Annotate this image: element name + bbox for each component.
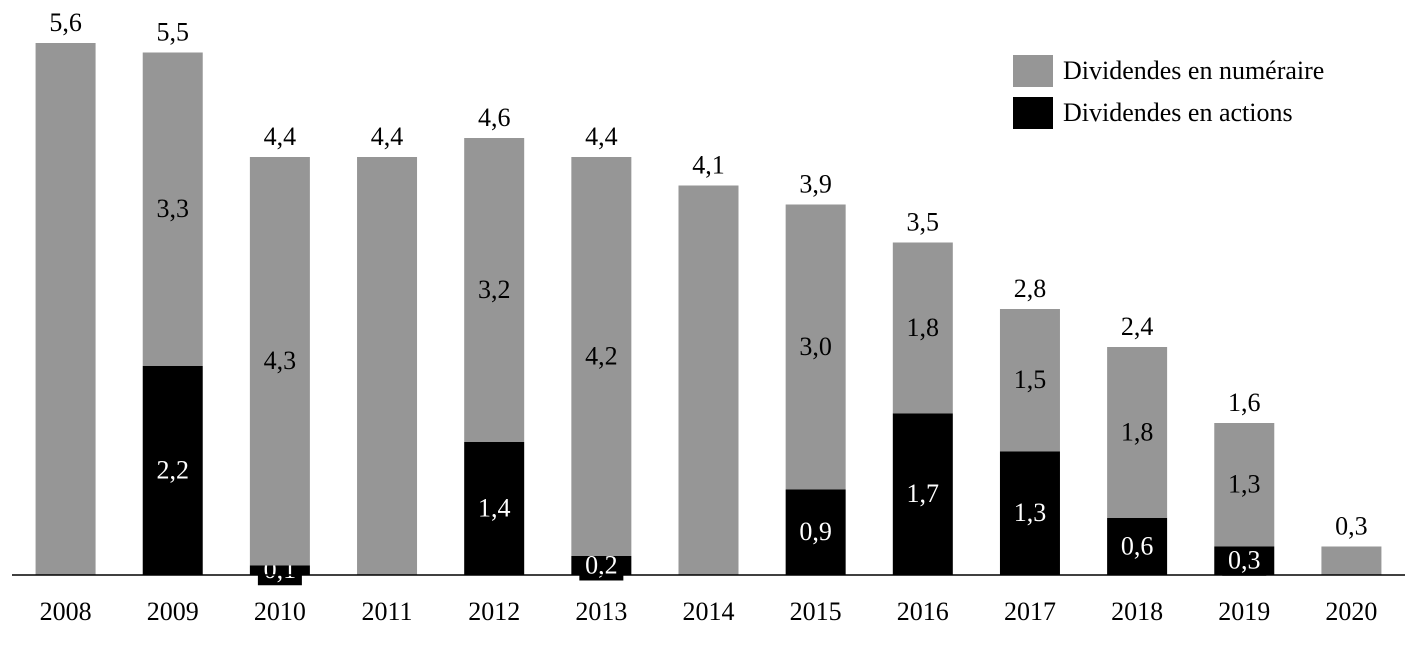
x-tick-label: 2011 <box>362 597 413 626</box>
bar-segment <box>35 43 96 575</box>
legend-swatch <box>1013 97 1053 129</box>
total-label: 1,6 <box>1228 388 1261 417</box>
value-label: 3,2 <box>478 275 511 304</box>
total-label: 4,4 <box>371 122 404 151</box>
bar-segment <box>785 489 846 575</box>
x-tick-label: 2014 <box>683 597 735 626</box>
bar-segment <box>1107 518 1168 575</box>
value-label: 4,2 <box>585 341 618 370</box>
x-tick-label: 2017 <box>1004 597 1056 626</box>
x-tick-label: 2009 <box>147 597 199 626</box>
x-tick-label: 2013 <box>575 597 627 626</box>
bar-segment <box>142 366 203 575</box>
bar-segment <box>357 157 418 575</box>
bar-segment <box>571 157 632 556</box>
x-tick-label: 2008 <box>40 597 92 626</box>
value-label: 3,3 <box>156 194 189 223</box>
total-label: 5,6 <box>49 8 82 37</box>
label-box <box>1222 545 1267 576</box>
x-tick-label: 2012 <box>468 597 520 626</box>
bar-segment <box>1107 347 1168 518</box>
x-tick-label: 2019 <box>1218 597 1270 626</box>
value-label: 0,6 <box>1121 531 1154 560</box>
value-label: 1,3 <box>1014 498 1047 527</box>
value-label: 1,5 <box>1014 365 1047 394</box>
total-label: 3,5 <box>907 207 940 236</box>
value-label: 3,0 <box>799 332 832 361</box>
total-label: 2,4 <box>1121 312 1154 341</box>
total-label: 4,6 <box>478 103 511 132</box>
value-label: 0,9 <box>799 517 832 546</box>
total-label: 3,9 <box>799 169 832 198</box>
bar-segment <box>1321 546 1382 575</box>
total-label: 4,4 <box>585 122 618 151</box>
bar-segment <box>999 309 1060 452</box>
value-label: 1,3 <box>1228 470 1261 499</box>
total-label: 2,8 <box>1014 274 1047 303</box>
total-label: 4,4 <box>264 122 297 151</box>
value-label: 2,2 <box>156 455 189 484</box>
value-label: 1,4 <box>478 493 511 522</box>
bar-segment <box>999 451 1060 575</box>
bar-segment <box>142 52 203 366</box>
value-label: 1,8 <box>907 313 940 342</box>
bar-segment <box>892 413 953 575</box>
x-tick-label: 2015 <box>790 597 842 626</box>
total-label: 4,1 <box>692 150 725 179</box>
x-tick-label: 2018 <box>1111 597 1163 626</box>
x-tick-label: 2020 <box>1325 597 1377 626</box>
bar-segment <box>1214 423 1275 547</box>
bar-segment <box>785 204 846 490</box>
bar-segment <box>678 185 739 575</box>
legend-swatch <box>1013 55 1053 87</box>
legend-label: Dividendes en actions <box>1063 98 1293 127</box>
value-label: 1,8 <box>1121 417 1154 446</box>
bar-segment <box>249 157 310 566</box>
x-tick-label: 2010 <box>254 597 306 626</box>
value-label: 0,3 <box>1228 546 1261 575</box>
value-label: 4,3 <box>264 346 297 375</box>
total-label: 5,5 <box>156 17 189 46</box>
bar-segment <box>464 442 525 575</box>
bar-segment <box>464 138 525 442</box>
total-label: 0,3 <box>1335 511 1368 540</box>
bar-segment <box>892 242 953 414</box>
legend-label: Dividendes en numéraire <box>1063 56 1324 85</box>
x-tick-label: 2016 <box>897 597 949 626</box>
value-label: 1,7 <box>907 479 940 508</box>
